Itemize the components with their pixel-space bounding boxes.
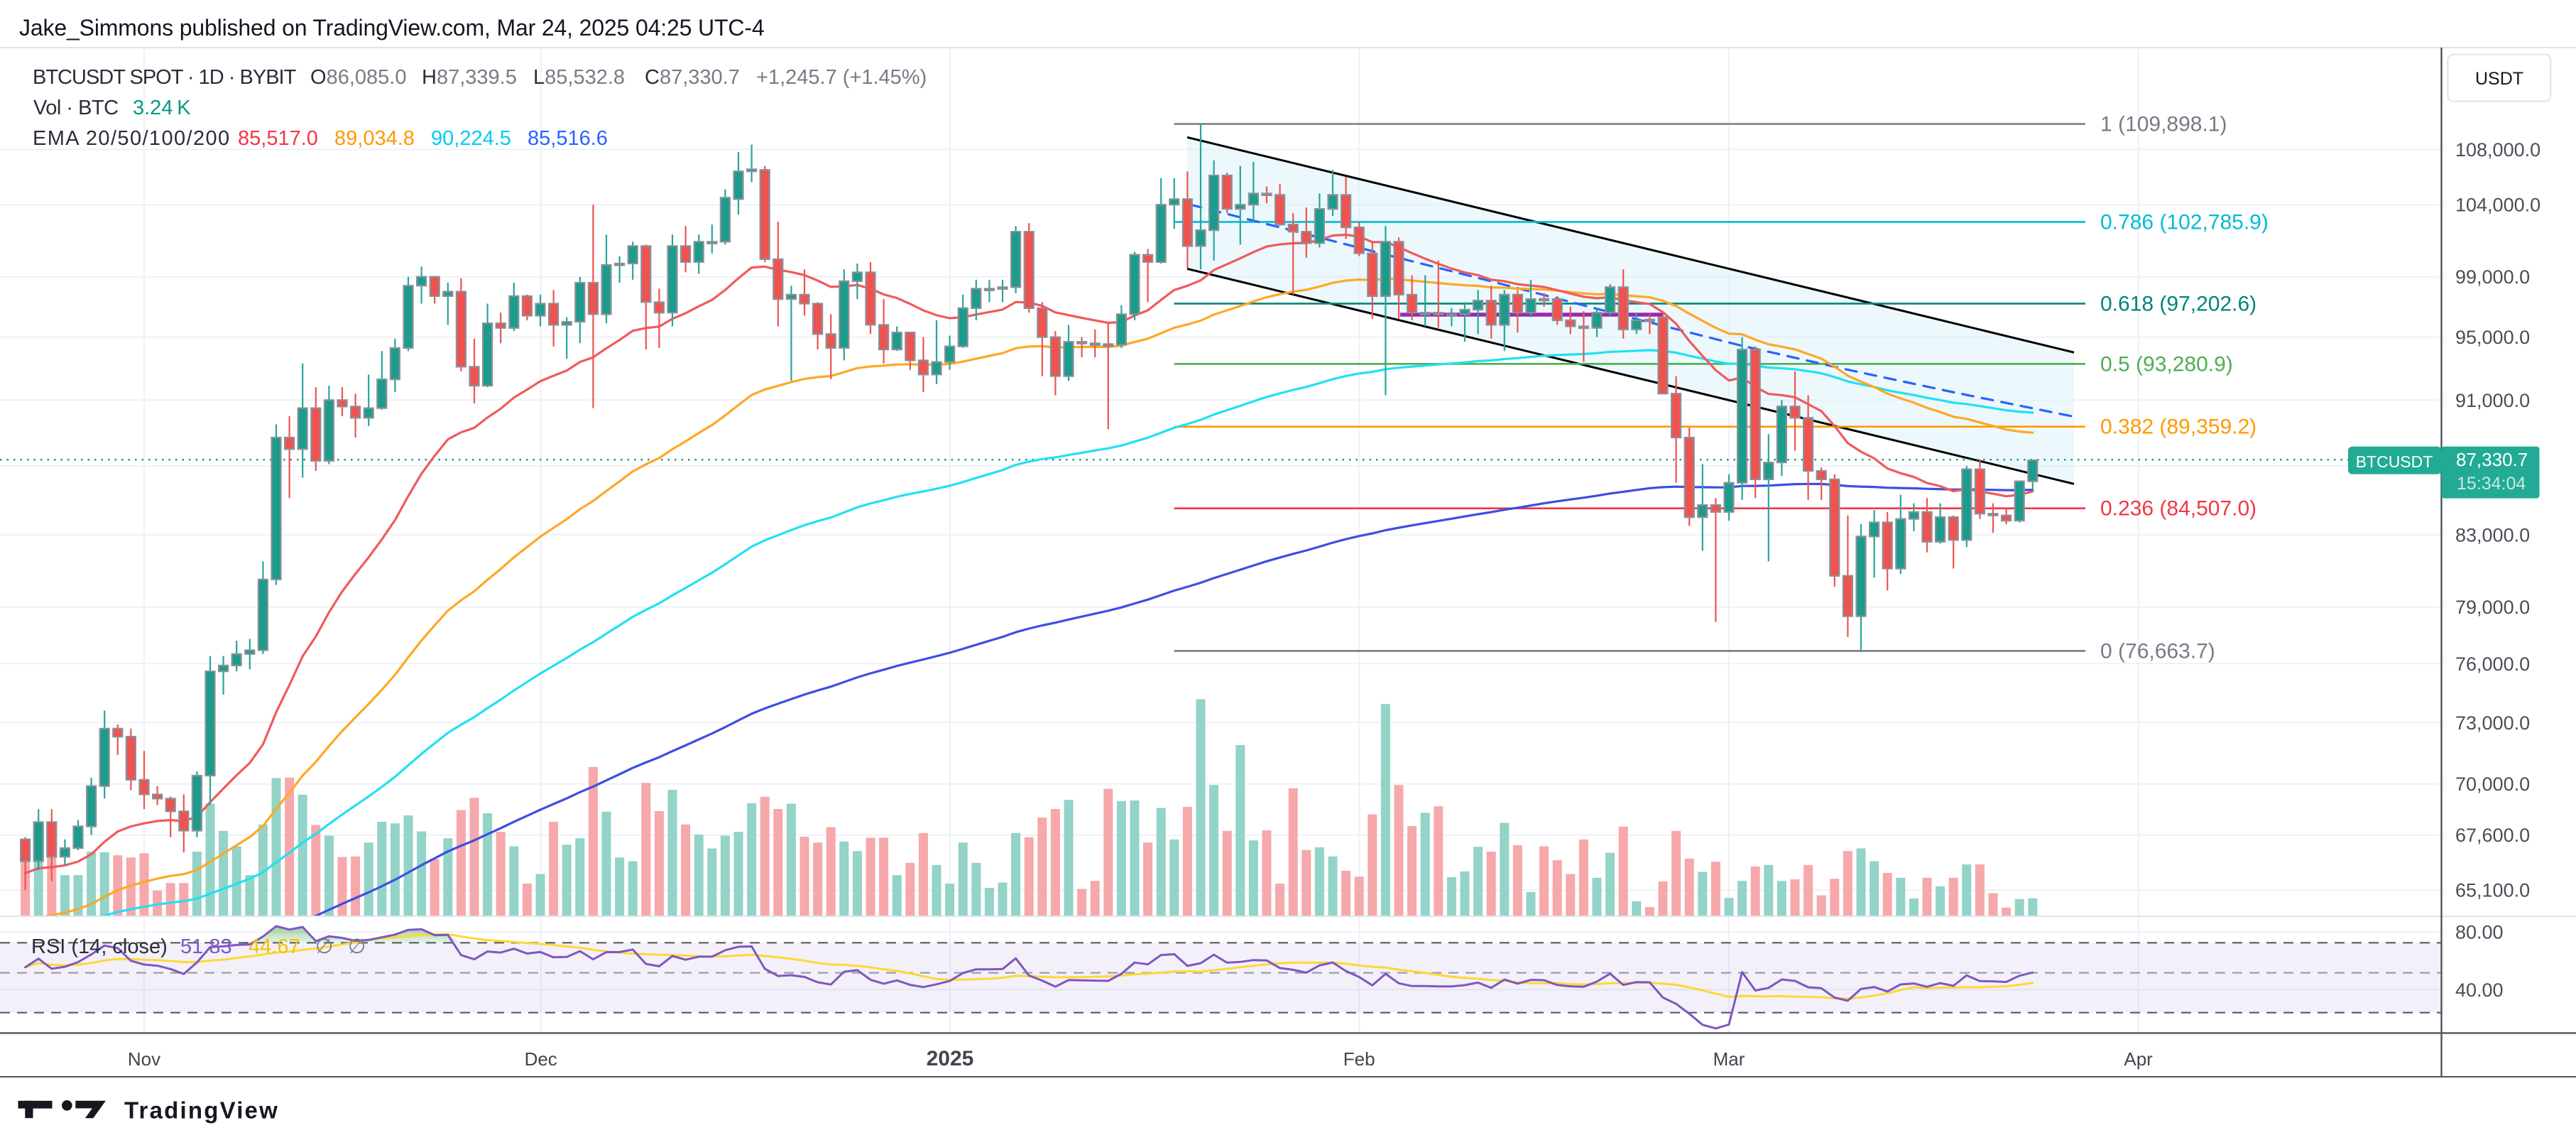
- svg-text:15:34:04: 15:34:04: [2457, 474, 2526, 494]
- svg-text:95,000.0: 95,000.0: [2455, 327, 2530, 348]
- svg-text:Jake_Simmons published on Trad: Jake_Simmons published on TradingView.co…: [19, 15, 764, 40]
- svg-text:70,000.0: 70,000.0: [2455, 773, 2530, 795]
- svg-text:91,000.0: 91,000.0: [2455, 390, 2530, 411]
- svg-text:0 (76,663.7): 0 (76,663.7): [2100, 639, 2215, 663]
- svg-text:83,000.0: 83,000.0: [2455, 524, 2530, 545]
- svg-text:0.786 (102,785.9): 0.786 (102,785.9): [2100, 210, 2269, 234]
- svg-text:TradingView: TradingView: [124, 1097, 279, 1124]
- svg-text:Feb: Feb: [1343, 1048, 1375, 1070]
- svg-text:87,330.7: 87,330.7: [2456, 449, 2528, 470]
- svg-text:108,000.0: 108,000.0: [2455, 139, 2540, 161]
- svg-text:0.618 (97,202.6): 0.618 (97,202.6): [2100, 292, 2256, 315]
- svg-text:USDT: USDT: [2475, 69, 2523, 89]
- svg-text:99,000.0: 99,000.0: [2455, 266, 2530, 288]
- svg-text:104,000.0: 104,000.0: [2455, 195, 2540, 216]
- svg-text:2025: 2025: [927, 1047, 974, 1070]
- svg-text:Mar: Mar: [1713, 1048, 1745, 1070]
- svg-text:80.00: 80.00: [2455, 922, 2504, 943]
- svg-text:1 (109,898.1): 1 (109,898.1): [2100, 113, 2227, 136]
- svg-text:79,000.0: 79,000.0: [2455, 597, 2530, 618]
- svg-text:73,000.0: 73,000.0: [2455, 712, 2530, 734]
- svg-text:0.5 (93,280.9): 0.5 (93,280.9): [2100, 352, 2233, 376]
- svg-text:65,100.0: 65,100.0: [2455, 880, 2530, 901]
- svg-text:76,000.0: 76,000.0: [2455, 653, 2530, 675]
- svg-text:Apr: Apr: [2124, 1048, 2153, 1070]
- svg-text:Dec: Dec: [525, 1048, 557, 1070]
- svg-text:Nov: Nov: [128, 1048, 160, 1070]
- svg-text:BTCUSDT: BTCUSDT: [2356, 452, 2433, 471]
- svg-text:40.00: 40.00: [2455, 979, 2504, 1001]
- svg-text:0.236 (84,507.0): 0.236 (84,507.0): [2100, 497, 2256, 521]
- svg-text:0.382 (89,359.2): 0.382 (89,359.2): [2100, 416, 2256, 439]
- svg-text:67,600.0: 67,600.0: [2455, 825, 2530, 846]
